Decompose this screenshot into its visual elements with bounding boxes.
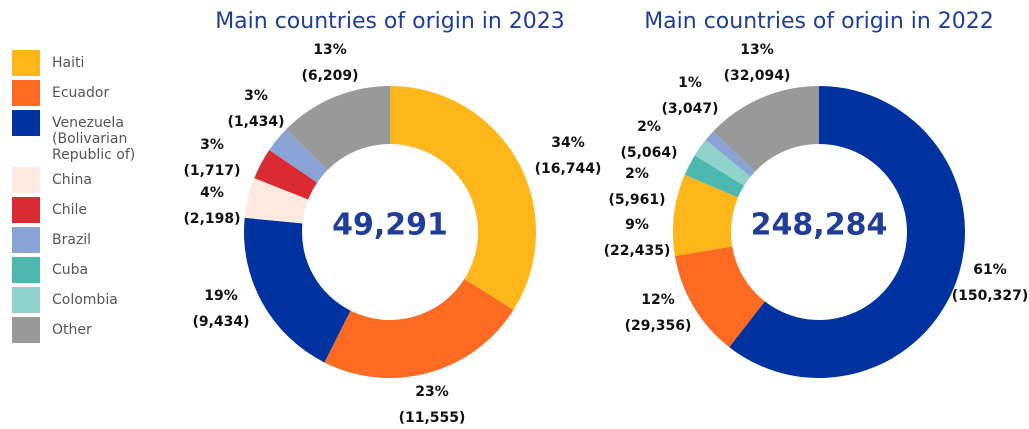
legend: Haiti Ecuador Venezuela (Bolivarian Republ… <box>12 50 177 347</box>
donut-slice <box>694 140 751 186</box>
donut-slice <box>674 246 765 348</box>
percent-label: 3% <box>200 137 224 153</box>
chart-title: Main countries of origin in 2023 <box>215 9 565 34</box>
legend-label: Other <box>52 322 92 338</box>
legend-swatch <box>12 197 40 223</box>
legend-swatch <box>12 287 40 313</box>
legend-label: Chile <box>52 202 88 218</box>
legend-swatch <box>12 227 40 253</box>
percent-label: 9% <box>625 217 649 233</box>
value-label: (5,961) <box>608 192 665 208</box>
percent-label: 3% <box>244 88 268 104</box>
value-label: (29,356) <box>625 318 692 334</box>
percent-label: 19% <box>204 288 238 304</box>
total-label: 49,291 <box>332 208 448 243</box>
value-label: (11,555) <box>399 410 466 426</box>
legend-label: Colombia <box>52 292 118 308</box>
legend-swatch <box>12 80 40 106</box>
percent-label: 12% <box>641 292 675 308</box>
legend-item: Other <box>12 317 177 343</box>
donut-slice <box>729 86 965 378</box>
value-label: (16,744) <box>535 161 602 177</box>
legend-swatch <box>12 257 40 283</box>
legend-label: Brazil <box>52 232 92 248</box>
legend-item: Chile <box>12 197 177 223</box>
value-label: (32,094) <box>724 68 791 84</box>
percent-label: 23% <box>415 384 449 400</box>
legend-item: Venezuela (Bolivarian Republic of) <box>12 110 177 163</box>
total-label: 248,284 <box>751 208 888 243</box>
donut-slice <box>672 174 739 257</box>
value-label: (2,198) <box>183 211 240 227</box>
percent-label: 2% <box>625 166 649 182</box>
percent-label: 13% <box>740 42 774 58</box>
donut-slice <box>269 129 328 183</box>
chart-title: Main countries of origin in 2022 <box>644 9 994 34</box>
value-label: (22,435) <box>604 243 671 259</box>
percent-label: 4% <box>200 185 224 201</box>
donut-slice <box>684 155 745 198</box>
donut-slice <box>713 86 819 172</box>
percent-label: 1% <box>678 75 702 91</box>
percent-label: 13% <box>313 42 347 58</box>
donut-slice <box>254 149 318 200</box>
legend-item: Colombia <box>12 287 177 313</box>
legend-swatch <box>12 110 40 136</box>
value-label: (1,717) <box>183 163 240 179</box>
percent-label: 2% <box>637 119 661 135</box>
value-label: (150,327) <box>952 288 1029 304</box>
legend-swatch <box>12 317 40 343</box>
legend-label: China <box>52 172 92 188</box>
legend-label: Cuba <box>52 262 89 278</box>
legend-item: China <box>12 167 177 193</box>
donut-slice <box>705 131 756 177</box>
legend-item: Cuba <box>12 257 177 283</box>
value-label: (5,064) <box>620 145 677 161</box>
legend-item: Brazil <box>12 227 177 253</box>
percent-label: 34% <box>551 135 585 151</box>
value-label: (6,209) <box>301 68 358 84</box>
legend-item: Haiti <box>12 50 177 76</box>
percent-label: 61% <box>973 262 1007 278</box>
donut-slice <box>390 86 537 310</box>
legend-label: Haiti <box>52 55 85 71</box>
legend-swatch <box>12 167 40 193</box>
donut-slice <box>324 279 514 378</box>
legend-label: Venezuela (Bolivarian Republic of) <box>52 115 136 163</box>
legend-swatch <box>12 50 40 76</box>
donut-slice <box>243 217 351 363</box>
value-label: (1,434) <box>227 114 284 130</box>
donut-slice <box>286 86 390 171</box>
value-label: (9,434) <box>192 314 249 330</box>
legend-label: Ecuador <box>52 85 110 101</box>
legend-item: Ecuador <box>12 80 177 106</box>
donut-slice <box>244 178 309 224</box>
value-label: (3,047) <box>661 101 718 117</box>
